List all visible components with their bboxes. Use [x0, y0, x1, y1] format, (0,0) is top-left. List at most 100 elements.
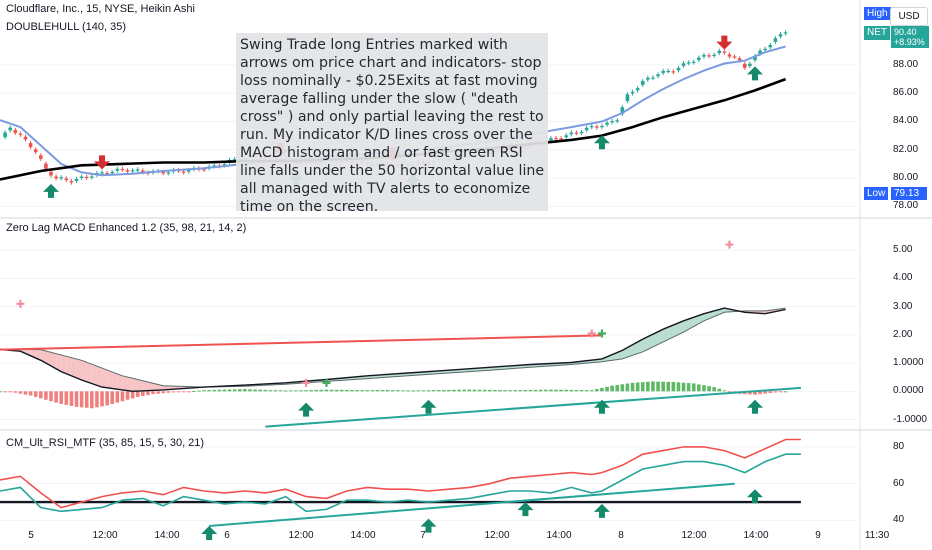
histogram-bar	[518, 390, 523, 392]
candle-body	[783, 32, 788, 34]
candle-body	[773, 38, 778, 42]
histogram-bar	[156, 391, 160, 394]
histogram-bar	[263, 389, 268, 392]
candle-body	[620, 107, 625, 115]
candle-body	[681, 63, 686, 66]
candle-body	[130, 170, 135, 172]
histogram-bar	[727, 391, 732, 393]
histogram-bar	[115, 391, 120, 403]
candle-body	[742, 63, 747, 68]
histogram-bar	[49, 391, 53, 402]
candle-body	[69, 181, 74, 183]
histogram-bar	[416, 390, 421, 392]
time-tick-label: 9	[815, 530, 821, 541]
rsi-title: CM_Ult_RSI_MTF (35, 85, 15, 5, 30, 21)	[6, 437, 205, 449]
candle-body	[589, 126, 594, 128]
histogram-bar	[722, 390, 727, 392]
candle-body	[646, 77, 650, 80]
histogram-bar	[283, 390, 288, 392]
candle-body	[202, 169, 206, 171]
time-tick-label: 6	[224, 530, 230, 541]
histogram-bar	[8, 391, 13, 393]
histogram-bar	[462, 389, 467, 392]
cross-marker	[302, 378, 311, 387]
candle-body	[661, 70, 665, 73]
histogram-bar	[396, 390, 400, 392]
histogram-bar	[3, 391, 7, 393]
histogram-bar	[309, 390, 313, 392]
candle-body	[44, 163, 48, 169]
histogram-bar	[390, 390, 395, 392]
histogram-bar	[452, 389, 456, 392]
candle-body	[110, 171, 115, 174]
candle-body	[554, 138, 558, 140]
candle-body	[630, 91, 635, 94]
histogram-bar	[197, 390, 201, 392]
price-tick-label: 80.00	[893, 172, 919, 184]
macd-green-trendline	[265, 386, 801, 428]
rsi-entry-arrow	[201, 526, 218, 540]
candle-body	[120, 168, 125, 171]
exit-arrow-down	[94, 155, 111, 170]
macd-fill	[632, 341, 638, 356]
histogram-bar	[615, 384, 620, 392]
histogram-bar	[355, 390, 359, 392]
candle-body	[212, 165, 217, 167]
histogram-bar	[227, 389, 232, 392]
macd-tick-label: 0.0000	[893, 385, 924, 397]
histogram-bar	[18, 391, 23, 394]
macd-fill	[40, 349, 46, 364]
histogram-bar	[44, 391, 48, 400]
macd-tick-label: 4.00	[893, 272, 913, 284]
candle-body	[579, 132, 584, 134]
histogram-bar	[493, 389, 497, 392]
histogram-bar	[23, 391, 28, 395]
cross-marker	[587, 329, 596, 338]
macd-fill	[703, 312, 710, 321]
candle-body	[748, 63, 752, 67]
annotation-note[interactable]: Swing Trade long Entries marked with arr…	[236, 33, 548, 211]
low-value-tag: 79.13	[891, 187, 927, 200]
candle-body	[161, 171, 166, 174]
histogram-bar	[523, 389, 528, 392]
histogram-bar	[171, 391, 176, 393]
macd-tick-label: -1.0000	[893, 413, 927, 425]
candle-body	[64, 178, 69, 181]
currency-button[interactable]: USD	[890, 7, 928, 26]
candle-body	[13, 129, 18, 133]
macd-fill	[91, 364, 97, 386]
histogram-bar	[64, 391, 69, 405]
histogram-bar	[630, 382, 635, 392]
histogram-bar	[595, 389, 599, 392]
histogram-bar	[544, 389, 548, 392]
candle-body	[697, 57, 701, 61]
histogram-bar	[370, 390, 375, 392]
macd-entry-arrow	[298, 402, 315, 417]
histogram-bar	[334, 389, 339, 392]
candle-body	[54, 176, 58, 179]
candle-body	[39, 155, 43, 159]
candle-body	[559, 138, 563, 140]
price-tag: 90.40 +8.93%	[891, 26, 929, 48]
histogram-bar	[84, 391, 89, 408]
histogram-bar	[447, 389, 451, 392]
histogram-bar	[487, 389, 492, 392]
histogram-bar	[54, 391, 58, 403]
candle-body	[135, 169, 140, 171]
histogram-bar	[243, 389, 247, 392]
time-tick-label: 14:00	[743, 530, 769, 541]
rsi-green-trendline	[209, 482, 735, 527]
macd-fill	[45, 350, 52, 366]
candle-body	[676, 67, 681, 71]
histogram-bar	[248, 389, 252, 392]
macd-tick-label: 1.0000	[893, 357, 924, 369]
histogram-bar	[319, 389, 324, 392]
low-tag: Low	[864, 187, 889, 200]
histogram-bar	[498, 390, 502, 392]
histogram-bar	[503, 390, 507, 392]
histogram-bar	[13, 391, 18, 393]
histogram-bar	[589, 390, 594, 392]
histogram-bar	[559, 389, 563, 392]
rsi-tick-label: 40	[893, 514, 905, 526]
